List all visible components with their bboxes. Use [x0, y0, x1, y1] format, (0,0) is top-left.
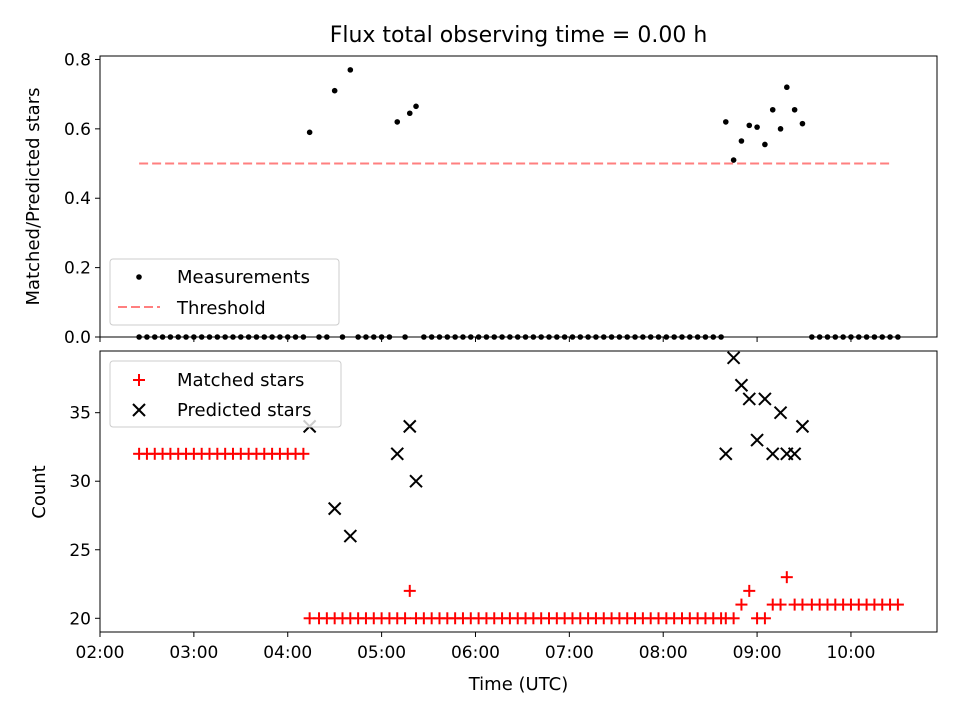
count-y-ticks: 20 25 30 35	[69, 404, 100, 629]
x-tick-label: 10:00	[826, 643, 875, 663]
predicted-stars-point	[750, 433, 764, 447]
predicted-stars-point	[773, 405, 788, 420]
matched-stars-point	[774, 598, 787, 611]
ratio-y-tick-label: 0.0	[64, 328, 91, 348]
x-tick-label: 06:00	[451, 643, 500, 663]
x-tick-label: 02:00	[76, 643, 125, 663]
measurement-point	[754, 124, 760, 130]
ratio-legend: Measurements Threshold	[109, 258, 340, 326]
predicted-stars-point	[403, 419, 417, 434]
predicted-stars-point	[726, 351, 741, 365]
count-y-axis-label: Count	[29, 465, 50, 518]
measurement-point	[784, 84, 790, 91]
matched-stars-point	[735, 598, 748, 611]
ratio-y-tick-label: 0.2	[64, 259, 91, 279]
x-axis-label: Time (UTC)	[468, 674, 569, 695]
predicted-stars-legend-label: Predicted stars	[177, 400, 311, 421]
count-y-tick-label: 25	[69, 541, 91, 561]
matched-stars-point	[403, 584, 416, 597]
predicted-stars-point	[734, 378, 749, 392]
predicted-stars-point	[795, 419, 810, 434]
predicted-stars-point	[787, 447, 802, 461]
count-legend-box	[109, 360, 342, 428]
measurement-point	[791, 106, 798, 113]
count-legend: Matched stars Predicted stars	[109, 360, 342, 428]
ratio-y-tick-label: 0.4	[64, 189, 91, 209]
ratio-y-tick-label: 0.8	[64, 50, 91, 70]
predicted-stars-point	[409, 474, 423, 488]
ratio-legend-box	[109, 258, 340, 326]
matched-stars-point	[758, 612, 771, 625]
ratio-plot-frame	[99, 55, 938, 338]
count-plot-frame	[99, 350, 938, 633]
measurement-point	[331, 87, 338, 94]
x-tick-label: 07:00	[545, 643, 594, 663]
measurement-point	[306, 129, 313, 136]
predicted-stars-point	[719, 447, 733, 461]
count-x-ticks: 02:00 03:00 04:00 05:00 06:00 07:00 08:00 09:00…	[76, 632, 875, 663]
measurement-point	[406, 110, 413, 117]
count-marks	[133, 351, 904, 625]
ratio-x-ticks	[99, 337, 852, 342]
predicted-stars-point	[390, 447, 404, 461]
measurement-point	[799, 120, 806, 127]
count-y-tick-label: 20	[69, 609, 91, 629]
predicted-stars-point	[327, 501, 342, 516]
ratio-panel: 0.00.20.40.60.8 Matched/Predicted stars …	[23, 50, 938, 348]
x-tick-label: 05:00	[357, 643, 406, 663]
predicted-stars-point	[766, 447, 780, 461]
matched-stars-point	[780, 571, 793, 584]
measurement-point	[746, 122, 753, 129]
measurements-legend-label: Measurements	[177, 267, 310, 288]
count-y-tick-label: 35	[69, 404, 91, 424]
matched-stars-point	[743, 584, 756, 597]
matched-stars-point	[297, 447, 310, 460]
measurement-point	[722, 119, 729, 125]
matched-stars-legend-marker	[133, 374, 145, 386]
measurement-point	[769, 106, 776, 113]
measurement-point	[762, 141, 768, 148]
predicted-stars-point	[343, 529, 358, 543]
x-tick-label: 09:00	[733, 643, 782, 663]
x-tick-label: 08:00	[639, 643, 688, 663]
x-tick-label: 03:00	[169, 643, 218, 663]
measurements-legend-marker	[136, 274, 142, 280]
threshold-legend-label: Threshold	[176, 298, 266, 319]
ratio-y-tick-label: 0.6	[64, 120, 91, 140]
predicted-stars-point	[758, 392, 772, 406]
count-y-tick-label: 30	[69, 472, 91, 492]
measurement-point	[730, 157, 737, 163]
ratio-y-ticks: 0.0 0.2 0.4 0.6 0.8	[64, 50, 100, 348]
predicted-stars-point	[742, 392, 756, 406]
matched-stars-point	[727, 612, 740, 625]
chart-title: Flux total observing time = 0.00 h	[330, 23, 708, 48]
ratio-y-axis-label: Matched/Predicted stars	[23, 88, 44, 306]
matched-stars-legend-label: Matched stars	[177, 370, 304, 391]
measurement-point	[413, 103, 419, 110]
measurement-point	[394, 119, 401, 125]
matched-stars-point	[891, 598, 904, 611]
measurement-point	[738, 138, 745, 144]
measurement-point	[347, 67, 354, 73]
measurement-point	[777, 126, 784, 132]
matched-stars-point	[399, 612, 412, 625]
ratio-marks	[136, 67, 901, 340]
x-tick-label: 04:00	[263, 643, 312, 663]
predicted-stars-legend-marker	[132, 403, 146, 417]
